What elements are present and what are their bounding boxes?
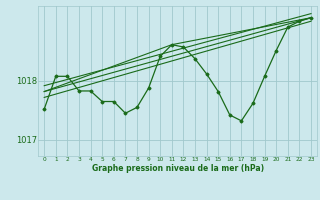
X-axis label: Graphe pression niveau de la mer (hPa): Graphe pression niveau de la mer (hPa) <box>92 164 264 173</box>
